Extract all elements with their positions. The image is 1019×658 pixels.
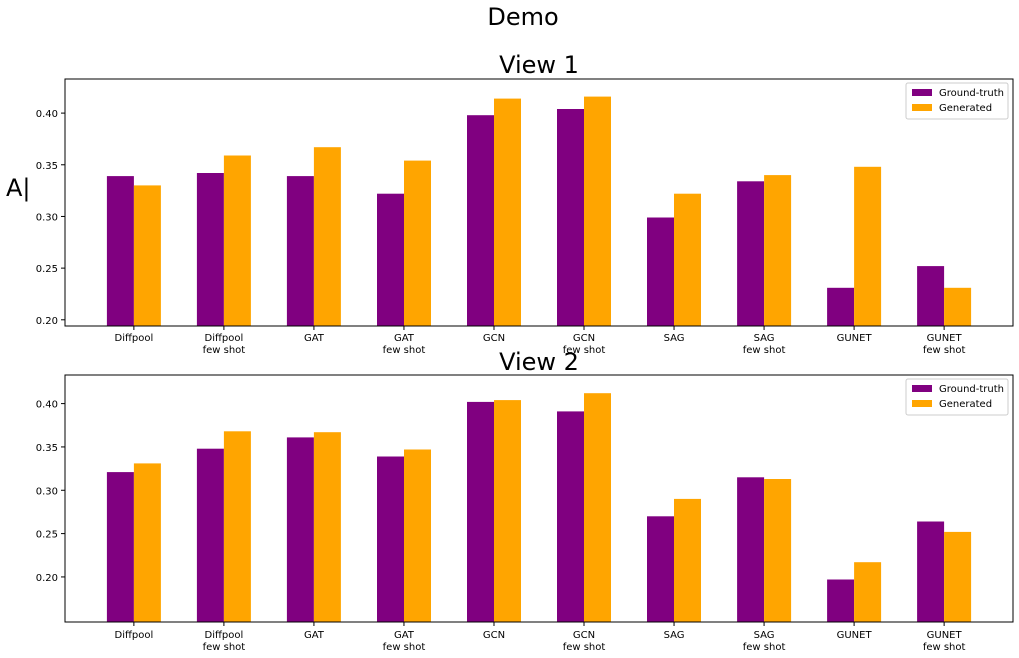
- bar-ground-truth-9: [917, 521, 945, 622]
- bar-ground-truth-4: [467, 401, 494, 622]
- x-tick-label: few shot: [383, 642, 426, 653]
- subplot-title: View 1: [499, 51, 579, 79]
- bar-ground-truth-8: [827, 579, 855, 622]
- x-tick-label: GUNET: [927, 333, 963, 344]
- bar-ground-truth-0: [106, 176, 134, 326]
- x-tick-label: GAT: [394, 333, 415, 344]
- legend-swatch-generated: [912, 104, 932, 111]
- y-tick-label: 0.30: [36, 486, 58, 497]
- x-tick-label: few shot: [923, 642, 966, 653]
- bar-ground-truth-1: [196, 173, 224, 326]
- y-tick-label: 0.20: [36, 316, 58, 327]
- bar-ground-truth-5: [557, 411, 584, 622]
- bar-generated-7: [764, 175, 792, 326]
- x-tick-label: GUNET: [837, 333, 873, 344]
- bar-generated-0: [133, 463, 161, 622]
- bar-generated-5: [584, 393, 611, 622]
- x-tick-label: SAG: [664, 630, 685, 641]
- bar-ground-truth-4: [467, 115, 494, 326]
- bar-ground-truth-7: [737, 181, 765, 326]
- bar-ground-truth-3: [377, 456, 404, 622]
- legend-swatch-ground-truth: [912, 89, 932, 96]
- x-tick-label: few shot: [203, 642, 246, 653]
- bar-generated-6: [674, 498, 701, 622]
- bar-ground-truth-8: [827, 287, 855, 326]
- bar-ground-truth-2: [286, 176, 314, 326]
- y-tick-label: 0.35: [36, 443, 58, 454]
- bar-generated-1: [223, 155, 251, 326]
- x-tick-label: GCN: [483, 333, 505, 344]
- x-tick-label: GCN: [483, 630, 505, 641]
- bar-generated-2: [313, 147, 341, 326]
- bar-ground-truth-9: [917, 266, 945, 326]
- x-tick-label: few shot: [563, 345, 606, 356]
- x-tick-label: SAG: [754, 630, 775, 641]
- bar-generated-8: [854, 166, 882, 326]
- legend-swatch-ground-truth: [912, 385, 932, 392]
- x-tick-label: Diffpool: [115, 333, 154, 344]
- legend-label-ground-truth: Ground-truth: [939, 384, 1004, 395]
- legend-label-generated: Generated: [939, 399, 992, 410]
- x-tick-label: few shot: [383, 345, 426, 356]
- x-tick-label: Diffpool: [205, 333, 244, 344]
- x-tick-label: SAG: [664, 333, 685, 344]
- legend-label-ground-truth: Ground-truth: [939, 88, 1004, 99]
- x-tick-label: few shot: [923, 345, 966, 356]
- x-tick-label: few shot: [743, 345, 786, 356]
- bar-ground-truth-1: [196, 448, 224, 622]
- figure-title: Demo: [487, 3, 559, 31]
- bar-generated-9: [944, 531, 972, 622]
- y-axis-label: A|: [6, 174, 31, 202]
- x-tick-label: Diffpool: [115, 630, 154, 641]
- bar-ground-truth-6: [647, 217, 674, 326]
- x-tick-label: GCN: [573, 333, 595, 344]
- bar-generated-3: [404, 449, 431, 622]
- x-tick-label: GAT: [394, 630, 415, 641]
- axes-frame: [64, 374, 1014, 623]
- bar-generated-1: [223, 431, 251, 622]
- axes-frame: [64, 78, 1014, 327]
- bar-ground-truth-0: [106, 472, 134, 622]
- bar-ground-truth-2: [286, 437, 314, 622]
- y-tick-label: 0.40: [36, 400, 58, 411]
- x-tick-label: few shot: [563, 642, 606, 653]
- x-tick-label: GAT: [304, 333, 325, 344]
- x-tick-label: SAG: [754, 333, 775, 344]
- x-tick-label: Diffpool: [205, 630, 244, 641]
- bar-ground-truth-5: [557, 109, 584, 326]
- bar-generated-6: [674, 193, 701, 326]
- legend: Ground-truth Generated: [905, 82, 1009, 120]
- bar-generated-8: [854, 562, 882, 622]
- x-tick-label: GUNET: [927, 630, 963, 641]
- bar-generated-3: [404, 160, 431, 326]
- x-tick-label: few shot: [203, 345, 246, 356]
- legend: Ground-truth Generated: [905, 378, 1009, 416]
- x-tick-label: few shot: [743, 642, 786, 653]
- bar-ground-truth-6: [647, 516, 674, 622]
- y-tick-label: 0.25: [36, 530, 58, 541]
- bar-generated-0: [133, 185, 161, 326]
- bar-ground-truth-7: [737, 477, 765, 622]
- bar-generated-9: [944, 287, 972, 326]
- y-tick-label: 0.25: [36, 264, 58, 275]
- x-tick-label: GUNET: [837, 630, 873, 641]
- bar-generated-5: [584, 96, 611, 326]
- bar-ground-truth-3: [377, 193, 404, 326]
- bar-generated-2: [313, 432, 341, 622]
- bar-generated-4: [494, 98, 521, 326]
- legend-swatch-generated: [912, 400, 932, 407]
- y-tick-label: 0.20: [36, 573, 58, 584]
- x-tick-label: GCN: [573, 630, 595, 641]
- y-tick-label: 0.35: [36, 161, 58, 172]
- bar-generated-4: [494, 400, 521, 622]
- x-tick-label: GAT: [304, 630, 325, 641]
- y-tick-label: 0.30: [36, 212, 58, 223]
- bar-generated-7: [764, 479, 792, 622]
- legend-label-generated: Generated: [939, 103, 992, 114]
- y-tick-label: 0.40: [36, 109, 58, 120]
- subplot-title: View 2: [499, 348, 579, 376]
